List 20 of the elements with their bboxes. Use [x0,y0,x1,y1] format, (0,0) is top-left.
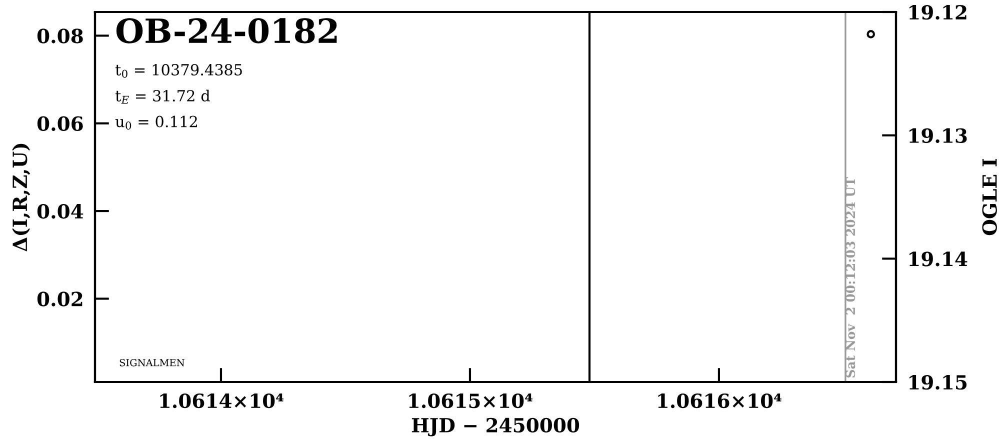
annotation: t$_{0}$ = 10379.4385 [115,64,242,78]
y2-tick-label: 19.13 [909,128,967,143]
y-tick-label: 0.06 [37,116,83,132]
x-axis-title: HJD − 2450000 [412,418,580,436]
y-tick-label: 0.04 [37,204,84,219]
x-tick-label: 1.0614×10⁴ [160,393,284,408]
y2-tick-label: 19.12 [909,4,966,20]
y2-axis-title: OGLE I [982,158,997,236]
annotation: SIGNALMEN [120,358,184,366]
x-tick-label: 1.0616×10⁴ [658,393,782,408]
y2-tick-label: 19.15 [909,374,967,390]
y-tick-label: 0.02 [37,292,82,306]
x-tick-label: 1.0615×10⁴ [409,393,532,408]
annotation: u$_{0}$ = 0.112 [115,116,197,130]
y-tick-label: 0.08 [37,28,83,44]
chart-title: OB-24-0182 [116,18,337,44]
annotation: Sat Nov 2 00:12:03 2024 UT [846,177,856,378]
y-axis-title: Δ(I,R,Z,U) [12,144,30,252]
annotation: t$_{E}$ = 31.72 d [115,90,210,104]
y2-tick-label: 19.14 [909,252,968,266]
